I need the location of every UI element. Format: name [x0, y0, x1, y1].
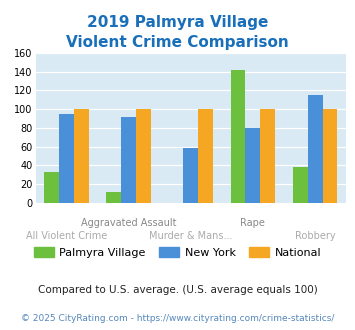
Bar: [261, 109, 275, 203]
Bar: [323, 109, 338, 203]
Text: Compared to U.S. average. (U.S. average equals 100): Compared to U.S. average. (U.S. average …: [38, 285, 317, 295]
Bar: [307, 95, 322, 203]
Text: Robbery: Robbery: [295, 231, 335, 241]
Bar: [136, 109, 151, 203]
Text: Aggravated Assault: Aggravated Assault: [81, 218, 176, 228]
Bar: [74, 109, 89, 203]
Bar: [183, 148, 198, 203]
Bar: [246, 128, 261, 203]
Bar: [44, 172, 59, 203]
Text: Murder & Mans...: Murder & Mans...: [149, 231, 233, 241]
Bar: [231, 70, 246, 203]
Legend: Palmyra Village, New York, National: Palmyra Village, New York, National: [29, 243, 326, 262]
Bar: [198, 109, 213, 203]
Bar: [121, 116, 136, 203]
Text: © 2025 CityRating.com - https://www.cityrating.com/crime-statistics/: © 2025 CityRating.com - https://www.city…: [21, 314, 334, 323]
Bar: [59, 114, 74, 203]
Text: 2019 Palmyra Village: 2019 Palmyra Village: [87, 15, 268, 30]
Bar: [293, 167, 307, 203]
Text: All Violent Crime: All Violent Crime: [26, 231, 107, 241]
Bar: [106, 192, 121, 203]
Text: Violent Crime Comparison: Violent Crime Comparison: [66, 35, 289, 50]
Text: Rape: Rape: [240, 218, 266, 228]
